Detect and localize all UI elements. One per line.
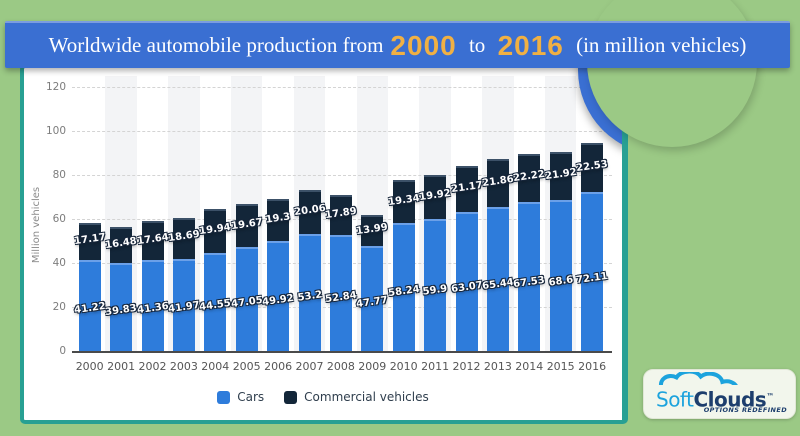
gridline-80 (72, 175, 612, 176)
bar-commercial-2011[interactable] (424, 175, 447, 220)
bar-cars-2007[interactable] (298, 233, 321, 351)
bar-commercial-2001[interactable] (110, 227, 133, 264)
legend-label: Cars (237, 390, 265, 404)
x-tick-2001: 2001 (107, 360, 136, 373)
bar-commercial-2002[interactable] (141, 221, 164, 260)
x-tick-2011: 2011 (421, 360, 450, 373)
x-axis-line (72, 351, 612, 353)
chart-legend: Cars Commercial vehicles (24, 390, 622, 404)
logo-soft-text: Soft (656, 387, 694, 412)
bar-commercial-2010[interactable] (392, 180, 415, 223)
bar-commercial-2013[interactable] (486, 158, 509, 208)
title-text-suffix: (in million vehicles) (570, 33, 747, 57)
x-tick-2014: 2014 (515, 360, 544, 373)
bar-cars-2009[interactable] (361, 245, 384, 351)
bar-cars-2014[interactable] (518, 202, 541, 351)
x-tick-2009: 2009 (358, 360, 387, 373)
x-tick-2006: 2006 (264, 360, 293, 373)
y-tick-100: 100 (45, 125, 66, 137)
y-tick-20: 20 (52, 301, 66, 313)
logo-tagline: OPTIONS REDEFINED (703, 406, 787, 414)
bar-cars-2001[interactable] (110, 263, 133, 351)
legend-item-cars[interactable]: Cars (217, 390, 264, 404)
x-tick-2004: 2004 (201, 360, 230, 373)
y-tick-0: 0 (59, 345, 66, 357)
bar-commercial-2003[interactable] (172, 217, 195, 259)
x-tick-2010: 2010 (389, 360, 418, 373)
bar-cars-2003[interactable] (172, 258, 195, 351)
gridline-100 (72, 131, 612, 132)
x-tick-2015: 2015 (546, 360, 575, 373)
bar-cars-2010[interactable] (392, 222, 415, 351)
bar-cars-2012[interactable] (455, 212, 478, 351)
title-year-end: 2016 (497, 29, 564, 61)
bar-cars-2004[interactable] (204, 252, 227, 351)
bar-cars-2000[interactable] (78, 260, 101, 351)
bar-commercial-2008[interactable] (329, 195, 352, 235)
bar-commercial-2000[interactable] (78, 222, 101, 261)
trademark-symbol: ™ (766, 392, 774, 401)
gridline-120 (72, 87, 612, 88)
chart-card: Million vehicles 0 20 40 60 80 100 120 41.22 17.… (20, 64, 628, 424)
title-year-start: 2000 (390, 29, 457, 61)
bar-cars-2016[interactable] (581, 192, 604, 351)
bar-commercial-2006[interactable] (267, 198, 290, 242)
bar-commercial-2004[interactable] (204, 209, 227, 253)
bar-cars-2002[interactable] (141, 260, 164, 351)
legend-label: Commercial vehicles (304, 390, 429, 404)
bar-commercial-2009[interactable] (361, 215, 384, 246)
x-tick-2005: 2005 (232, 360, 261, 373)
x-tick-2003: 2003 (169, 360, 198, 373)
bar-cars-2011[interactable] (424, 219, 447, 351)
logo-clouds-text: Clouds (693, 387, 767, 412)
y-tick-80: 80 (52, 169, 66, 181)
bar-commercial-2014[interactable] (518, 153, 541, 203)
bar-cars-2013[interactable] (486, 207, 509, 351)
bar-cars-2005[interactable] (235, 247, 258, 351)
title-connector: to (463, 33, 491, 57)
bar-commercial-2015[interactable] (549, 151, 572, 201)
x-tick-2012: 2012 (452, 360, 481, 373)
title-text-prefix: Worldwide automobile production from (48, 33, 384, 57)
y-tick-120: 120 (45, 81, 66, 93)
title-banner: Worldwide automobile production from 200… (5, 21, 790, 68)
softclouds-logo-card: SoftClouds™ OPTIONS REDEFINED (643, 369, 796, 419)
bar-commercial-2016[interactable] (581, 142, 604, 193)
bar-cars-2008[interactable] (329, 234, 352, 351)
legend-item-commercial-vehicles[interactable]: Commercial vehicles (284, 390, 429, 404)
x-tick-2016: 2016 (578, 360, 607, 373)
y-tick-60: 60 (52, 213, 66, 225)
bar-commercial-2005[interactable] (235, 204, 258, 248)
y-tick-40: 40 (52, 257, 66, 269)
bar-commercial-2007[interactable] (298, 189, 321, 234)
bar-commercial-2012[interactable] (455, 165, 478, 213)
bar-cars-2015[interactable] (549, 200, 572, 351)
softclouds-wordmark: SoftClouds™ (654, 385, 776, 412)
x-tick-2002: 2002 (138, 360, 167, 373)
bar-cars-2006[interactable] (267, 241, 290, 351)
x-tick-2007: 2007 (295, 360, 324, 373)
x-tick-2000: 2000 (75, 360, 104, 373)
legend-swatch-icon (217, 390, 231, 404)
x-tick-2013: 2013 (483, 360, 512, 373)
legend-swatch-icon (284, 390, 298, 404)
x-tick-2008: 2008 (326, 360, 355, 373)
